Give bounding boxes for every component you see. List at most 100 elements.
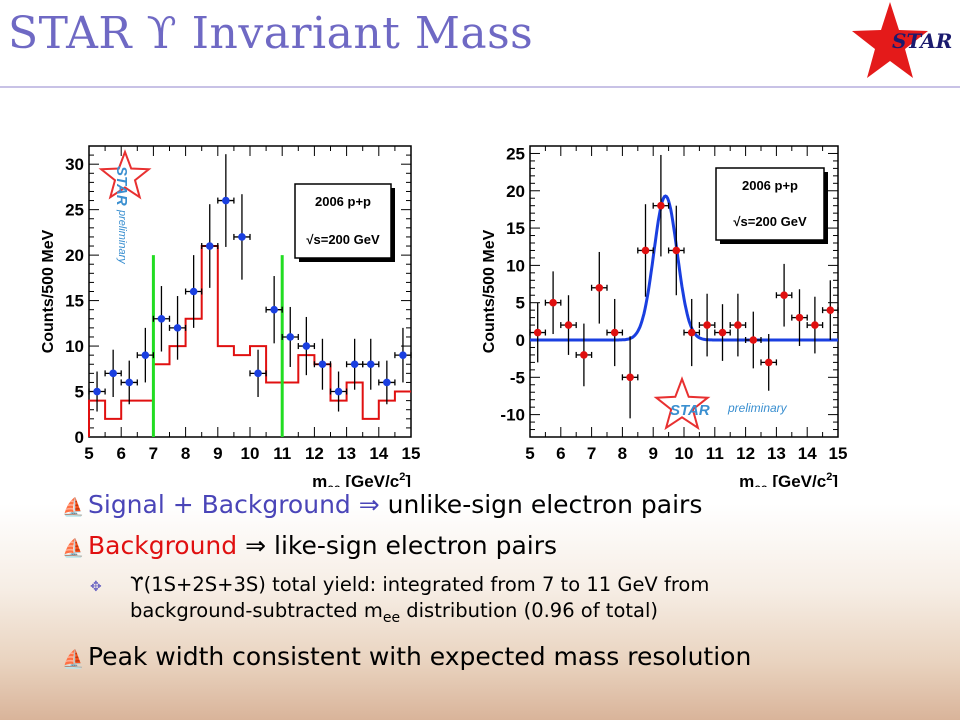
yield-line-2b: distribution (0.96 of total) xyxy=(400,599,658,623)
yield-line-2-sub: ee xyxy=(382,610,401,627)
data-point xyxy=(157,314,166,323)
legend-line-1: 2006 p+p xyxy=(315,194,371,209)
watermark-star-text: STAR xyxy=(670,402,710,419)
x-tick-label: 15 xyxy=(402,444,421,463)
y-tick-label: 25 xyxy=(65,201,84,220)
data-point xyxy=(718,328,727,337)
yield-line-1: ϒ(1S+2S+3S) total yield: integrated from… xyxy=(130,573,710,596)
bullet-icon: ⛵ xyxy=(62,538,85,559)
data-point xyxy=(270,305,278,314)
x-tick-label: 6 xyxy=(556,444,565,463)
right-chart-panel: 5 6 7 8 9 10 11 12 13 14 15 -10 -5 0 5 10 15 20 25 Counts/5… xyxy=(470,92,900,487)
data-point xyxy=(595,283,604,292)
data-point xyxy=(334,387,343,396)
data-point xyxy=(533,328,542,337)
data-point xyxy=(780,291,788,300)
x-tick-label: 14 xyxy=(369,444,388,463)
legend-box xyxy=(294,183,392,259)
bullet-signal-label: Signal + Background xyxy=(88,490,351,519)
watermark-preliminary-text: preliminary xyxy=(116,209,128,265)
y-axis-label: Counts/500 MeV xyxy=(40,229,57,353)
y-tick-label: 0 xyxy=(516,331,525,350)
x-tick-label: 12 xyxy=(736,444,755,463)
y-tick-label: 30 xyxy=(65,155,84,174)
legend-line-2: √s=200 GeV xyxy=(306,232,380,247)
data-point xyxy=(564,321,573,329)
data-point xyxy=(350,360,359,369)
legend-box xyxy=(715,167,825,241)
gaussian-fit-curve xyxy=(530,194,838,342)
x-tick-label: 6 xyxy=(116,444,125,463)
data-point xyxy=(580,351,588,359)
bullet-peak-width-text: Peak width consistent with expected mass… xyxy=(88,642,752,672)
x-tick-label: 10 xyxy=(675,444,694,463)
data-point xyxy=(383,378,391,387)
data-point xyxy=(749,336,758,344)
x-tick-label: 8 xyxy=(618,444,627,463)
x-tick-label: 8 xyxy=(181,444,190,463)
data-point xyxy=(125,378,134,387)
y-tick-label: 5 xyxy=(516,294,525,313)
bullet-peak-width: ⛵ Peak width consistent with expected ma… xyxy=(62,642,942,671)
data-point xyxy=(764,358,773,367)
star-watermark-icon xyxy=(653,376,711,431)
x-tick-label: 11 xyxy=(273,444,291,463)
x-tick-label: 9 xyxy=(213,444,222,463)
bullet-signal-text: unlike-sign electron pairs xyxy=(387,490,703,519)
data-point xyxy=(549,298,557,307)
data-point xyxy=(826,306,835,314)
y-tick-label: 0 xyxy=(75,428,84,447)
x-tick-label: 12 xyxy=(305,444,324,463)
x-tick-label: 13 xyxy=(337,444,356,463)
data-point xyxy=(672,246,681,255)
star-logo-shape xyxy=(852,2,928,78)
x-tick-label: 5 xyxy=(525,444,534,463)
x-tick-label: 14 xyxy=(798,444,817,463)
legend-line-2: √s=200 GeV xyxy=(733,214,807,229)
y-tick-label: 5 xyxy=(75,383,84,402)
data-point xyxy=(610,328,619,337)
yield-line-2a: background-subtracted m xyxy=(130,599,383,623)
data-point xyxy=(734,321,742,329)
title-divider xyxy=(0,86,960,88)
background-histogram xyxy=(88,245,411,437)
left-chart: 5 6 7 8 9 10 11 12 13 14 15051015202530Counts/500 … xyxy=(40,145,421,487)
y-tick-label: 15 xyxy=(65,292,84,311)
data-point xyxy=(626,373,634,382)
y-tick-label: -10 xyxy=(500,406,525,425)
data-point xyxy=(254,369,262,378)
x-tick-label: 11 xyxy=(706,444,724,463)
sub-bullet-icon: ✥ xyxy=(90,579,102,595)
data-point xyxy=(141,351,150,359)
data-point xyxy=(811,321,819,329)
y-tick-label: 10 xyxy=(506,256,525,275)
bullet-background: ⛵ Background ⇒ like-sign electron pairs xyxy=(62,531,942,560)
star-watermark-icon xyxy=(98,149,152,200)
x-tick-label: 13 xyxy=(767,444,786,463)
implies-arrow: ⇒ xyxy=(358,490,380,519)
data-point xyxy=(687,328,696,337)
right-chart: 5 6 7 8 9 10 11 12 13 14 15 -10 -5 0 5 10 15 20 25 Counts/5… xyxy=(481,144,848,487)
y-tick-label: 20 xyxy=(506,182,525,201)
data-point xyxy=(641,246,650,255)
x-axis-label: mee [GeV/c2] xyxy=(312,471,411,487)
data-point xyxy=(399,351,407,359)
legend-line-1: 2006 p+p xyxy=(742,178,798,193)
y-tick-label: -5 xyxy=(510,368,525,387)
bullet-background-label: Background xyxy=(88,531,238,560)
y-tick-label: 10 xyxy=(65,337,84,356)
data-point xyxy=(366,360,375,369)
data-point xyxy=(703,321,711,329)
data-point xyxy=(222,196,230,205)
watermark-star-text: STAR xyxy=(113,166,130,206)
slide-title: STAR ϒ Invariant Mass xyxy=(8,8,534,59)
x-tick-label: 15 xyxy=(829,444,848,463)
implies-arrow: ⇒ xyxy=(245,531,267,560)
bullet-signal: ⛵ Signal + Background ⇒ unlike-sign elec… xyxy=(62,490,942,519)
data-point xyxy=(205,242,214,250)
x-axis-label: mee [GeV/c2] xyxy=(739,471,838,487)
sub-bullet-yield: ✥ ϒ(1S+2S+3S) total yield: integrated fr… xyxy=(90,572,942,628)
x-tick-label: 9 xyxy=(648,444,657,463)
data-point xyxy=(93,387,101,396)
watermark-preliminary-text: preliminary xyxy=(727,401,788,415)
